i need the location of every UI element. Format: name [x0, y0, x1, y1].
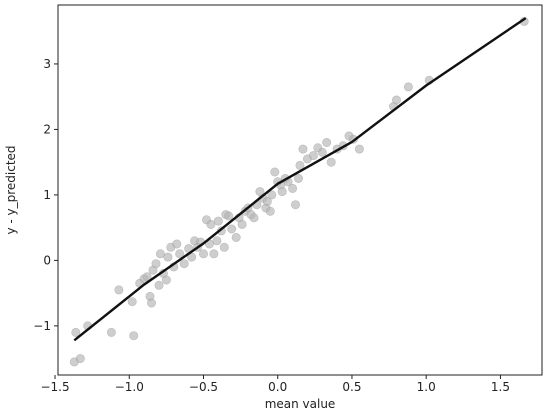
fit-line — [73, 17, 527, 342]
scatter-point — [322, 138, 332, 148]
scatter-point — [326, 157, 336, 167]
scatter-point — [298, 144, 308, 154]
scatter-point — [163, 252, 173, 262]
scatter-point — [224, 211, 234, 221]
scatter-point — [288, 183, 298, 193]
y-tick-label: 2 — [43, 122, 51, 136]
x-tick-label: −1.0 — [115, 380, 144, 394]
scatter-point — [290, 200, 300, 210]
scatter-point — [179, 259, 189, 269]
y-axis-label: y - y_predicted — [4, 145, 18, 234]
scatter-point — [295, 160, 305, 170]
scatter-point — [114, 285, 124, 295]
x-tick-label: −1.5 — [40, 380, 69, 394]
scatter-point — [151, 259, 161, 269]
y-axis-ticks: −1 0 1 2 3 — [33, 57, 58, 333]
scatter-point — [249, 213, 259, 223]
y-tick-label: 3 — [43, 57, 51, 71]
scatter-point — [265, 206, 275, 216]
plot-frame — [57, 4, 543, 376]
x-axis-label: mean value — [265, 397, 336, 411]
scatter-point — [172, 239, 182, 249]
scatter-point — [267, 190, 277, 200]
x-tick-label: 1.0 — [417, 380, 436, 394]
scatter-point — [71, 327, 81, 337]
scatter-point — [231, 233, 241, 243]
scatter-point — [175, 249, 185, 259]
scatter-point — [308, 151, 318, 161]
scatter-point — [277, 187, 287, 197]
scatter-point — [354, 144, 364, 154]
scatter-point — [262, 197, 272, 207]
scatter-point — [155, 249, 165, 259]
scatter-point — [127, 297, 137, 307]
y-tick-label: −1 — [33, 319, 51, 333]
scatter-point — [147, 298, 157, 308]
x-axis-ticks: −1.5 −1.0 −0.5 0.0 0.5 1.0 1.5 — [40, 375, 510, 394]
scatter-point — [270, 167, 280, 177]
scatter-point — [212, 236, 222, 246]
scatter-point — [206, 219, 216, 229]
scatter-point — [317, 147, 327, 157]
x-tick-label: 0.5 — [342, 380, 361, 394]
scatter-points — [69, 16, 529, 367]
scatter-point — [403, 82, 413, 92]
fit-line-layer — [73, 17, 527, 342]
scatter-point — [142, 272, 152, 282]
scatter-point — [199, 249, 209, 259]
x-tick-label: 1.5 — [491, 380, 510, 394]
x-tick-label: 0.0 — [268, 380, 287, 394]
scatter-point — [161, 275, 171, 285]
y-tick-label: 1 — [43, 188, 51, 202]
scatter-point — [106, 327, 116, 337]
scatter-point — [129, 331, 139, 341]
x-tick-label: −0.5 — [189, 380, 218, 394]
scatter-point — [209, 249, 219, 259]
scatter-point — [391, 95, 401, 105]
scatter-point — [237, 219, 247, 229]
scatter-point — [293, 174, 303, 184]
y-tick-label: 0 — [43, 253, 51, 267]
scatter-point — [154, 280, 164, 290]
scatter-point — [227, 224, 237, 234]
scatter-point — [219, 242, 229, 252]
scatter-point — [213, 216, 223, 226]
scatter-point — [75, 354, 85, 364]
